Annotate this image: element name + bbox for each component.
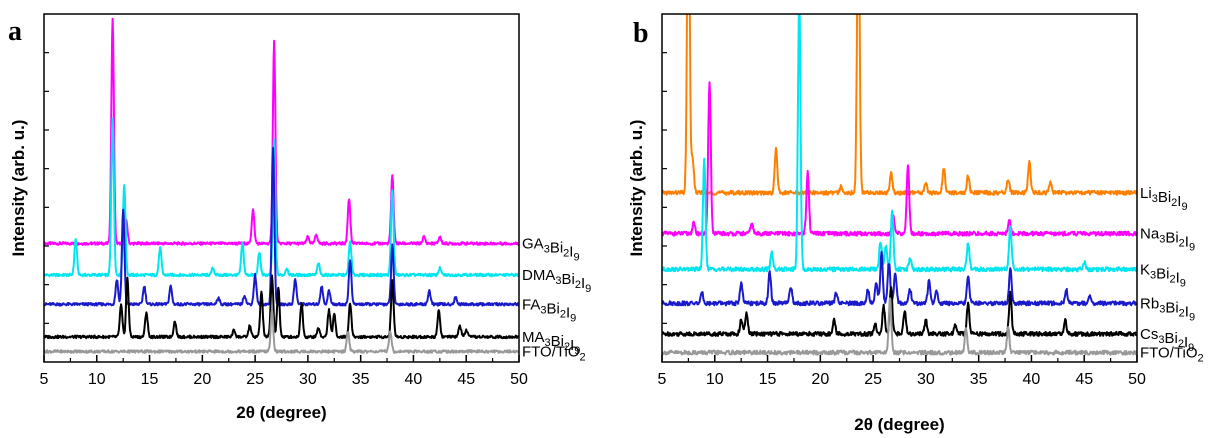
x-tick-label: 5 <box>40 371 49 388</box>
x-tick-label: 40 <box>1023 371 1041 388</box>
x-tick-label: 50 <box>1128 371 1146 388</box>
panel-letter: b <box>633 18 649 49</box>
x-tick-label: 35 <box>352 371 370 388</box>
x-axis-title: 2θ (degree) <box>236 403 326 422</box>
x-tick-label: 25 <box>246 371 264 388</box>
x-tick-label: 50 <box>510 371 528 388</box>
x-tick-label: 5 <box>658 371 667 388</box>
series-line-2 <box>44 147 519 307</box>
x-axis-title: 2θ (degree) <box>854 415 944 434</box>
plot-frame <box>661 13 1138 363</box>
x-tick-label: 25 <box>864 371 882 388</box>
series-label-0: Li3Bi2I9 <box>1140 185 1188 213</box>
x-tick-label: 40 <box>405 371 423 388</box>
series-group <box>662 14 1137 356</box>
series-label-1: DMA3Bi2I9 <box>522 267 591 295</box>
series-label-5: FTO/TiO2 <box>1140 345 1204 365</box>
x-tick-label: 15 <box>759 371 777 388</box>
series-label-2: FA3Bi2I9 <box>522 296 576 324</box>
x-tick-label: 45 <box>1075 371 1093 388</box>
x-tick-label: 30 <box>917 371 935 388</box>
series-label-0: GA3Bi2I9 <box>522 236 580 264</box>
series-line-3 <box>662 250 1137 307</box>
x-tick-label: 15 <box>141 371 159 388</box>
panel-b: Li3Bi2I9 Na3Bi2I9 K3Bi2I9 Rb3Bi2I9 Cs3Bi2I9F… <box>627 13 1204 434</box>
series-label-3: MA3Bi2I9 <box>522 329 580 357</box>
x-tick-label: 45 <box>457 371 475 388</box>
series-line-4 <box>662 286 1137 337</box>
series-label-3: Rb3Bi2I9 <box>1140 295 1195 323</box>
series-line-4 <box>44 309 519 354</box>
series-line-1 <box>662 81 1137 237</box>
x-tick-label: 10 <box>706 371 724 388</box>
y-axis-title: Intensity (arb. u.) <box>9 120 28 257</box>
x-tick-label: 20 <box>193 371 211 388</box>
x-tick-label: 30 <box>299 371 317 388</box>
y-axis-title: Intensity (arb. u.) <box>627 120 646 257</box>
series-group <box>44 17 519 354</box>
series-label-4: FTO/TiO2 <box>522 344 586 364</box>
series-label-2: K3Bi2I9 <box>1140 261 1186 289</box>
x-tick-label: 10 <box>88 371 106 388</box>
series-line-2 <box>662 14 1137 273</box>
series-label-4: Cs3Bi2I9 <box>1140 326 1194 354</box>
series-line-0 <box>662 14 1137 196</box>
x-tick-label: 35 <box>970 371 988 388</box>
x-tick-label: 20 <box>811 371 829 388</box>
series-line-5 <box>662 297 1137 356</box>
panel-letter: a <box>8 16 22 47</box>
series-label-1: Na3Bi2I9 <box>1140 226 1195 254</box>
series-line-3 <box>44 274 519 340</box>
